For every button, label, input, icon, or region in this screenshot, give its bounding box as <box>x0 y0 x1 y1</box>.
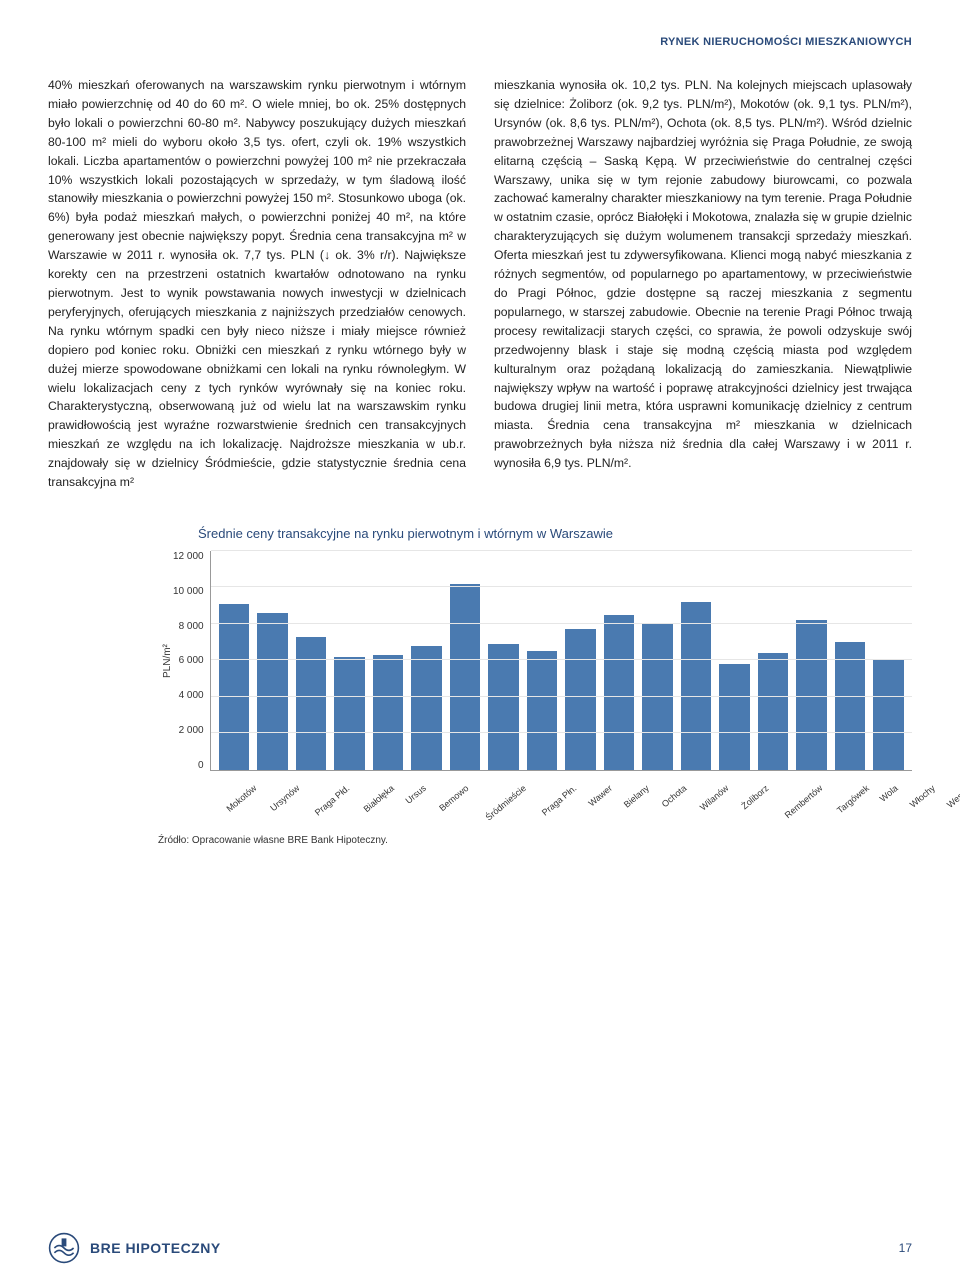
x-axis-labels-wrap: Mokotów Ursynów Praga Płd. Białołęka Ursus Be… <box>212 771 912 825</box>
bar <box>334 657 365 770</box>
y-tick: 4 000 <box>179 690 204 701</box>
y-tick: 6 000 <box>179 655 204 666</box>
chart-plot <box>210 551 912 771</box>
chart-area: PLN/m² 12 000 10 000 8 000 6 000 4 000 2 000 0 <box>158 551 912 771</box>
bar <box>758 653 789 770</box>
page-footer: BRE HIPOTECZNY 17 <box>48 1232 912 1264</box>
y-axis-label: PLN/m² <box>158 551 173 771</box>
bar <box>488 644 519 770</box>
x-label: Praga Płd. <box>313 783 352 818</box>
grid-line <box>211 550 912 551</box>
x-label: Mokotów <box>224 783 258 814</box>
chart-source: Źródło: Opracowanie własne BRE Bank Hipo… <box>158 835 912 846</box>
x-label: Praga Płn. <box>539 783 578 818</box>
bar <box>257 613 288 770</box>
footer-brand: BRE HIPOTECZNY <box>90 1240 221 1256</box>
grid-line <box>211 732 912 733</box>
x-label: Wesoła <box>945 783 960 810</box>
body-columns: 40% mieszkań oferowanych na warszawskim … <box>48 76 912 492</box>
bar <box>373 655 404 770</box>
bar <box>719 664 750 770</box>
x-label: Żoliborz <box>739 783 770 811</box>
grid-line <box>211 696 912 697</box>
section-label: RYNEK NIERUCHOMOŚCI MIESZKANIOWYCH <box>48 36 912 48</box>
x-label: Rembertów <box>783 783 825 820</box>
chart-section: Średnie ceny transakcyjne na rynku pierw… <box>48 526 912 846</box>
x-label: Białołęka <box>362 783 396 814</box>
bars-container <box>211 551 912 770</box>
right-column: mieszkania wynosiła ok. 10,2 tys. PLN. N… <box>494 76 912 492</box>
bar <box>527 651 558 770</box>
y-tick: 2 000 <box>179 725 204 736</box>
x-label: Ochota <box>660 783 689 809</box>
y-tick: 12 000 <box>173 551 204 562</box>
x-label: Wawer <box>586 783 614 808</box>
bar <box>450 584 481 770</box>
bar <box>565 629 596 770</box>
x-label: Śródmieście <box>484 783 528 822</box>
page-container: RYNEK NIERUCHOMOŚCI MIESZKANIOWYCH 40% m… <box>0 0 960 1284</box>
bar <box>604 615 635 770</box>
brand-logo-icon <box>48 1232 80 1264</box>
grid-line <box>211 623 912 624</box>
bar <box>835 642 866 770</box>
x-label: Ursus <box>403 783 427 806</box>
x-label: Ursynów <box>268 783 301 813</box>
x-label: Wilanów <box>698 783 730 813</box>
bar <box>411 646 442 770</box>
y-tick: 8 000 <box>179 621 204 632</box>
chart-title: Średnie ceny transakcyjne na rynku pierw… <box>198 526 912 541</box>
left-column: 40% mieszkań oferowanych na warszawskim … <box>48 76 466 492</box>
x-label: Targówek <box>835 783 871 815</box>
y-tick: 0 <box>198 760 204 771</box>
grid-line <box>211 659 912 660</box>
bar <box>873 659 904 770</box>
x-label: Bemowo <box>437 783 470 813</box>
y-tick: 10 000 <box>173 586 204 597</box>
bar <box>296 637 327 770</box>
x-label: Bielany <box>622 783 651 810</box>
grid-line <box>211 586 912 587</box>
bar <box>219 604 250 770</box>
y-axis-ticks: 12 000 10 000 8 000 6 000 4 000 2 000 0 <box>173 551 210 771</box>
bar <box>681 602 712 770</box>
page-number: 17 <box>899 1241 912 1255</box>
footer-left: BRE HIPOTECZNY <box>48 1232 221 1264</box>
x-label: Wola <box>877 783 899 804</box>
x-label: Włochy <box>908 783 937 810</box>
x-axis-labels: MokotówUrsynówPraga Płd.BiałołękaUrsusBe… <box>212 771 912 781</box>
